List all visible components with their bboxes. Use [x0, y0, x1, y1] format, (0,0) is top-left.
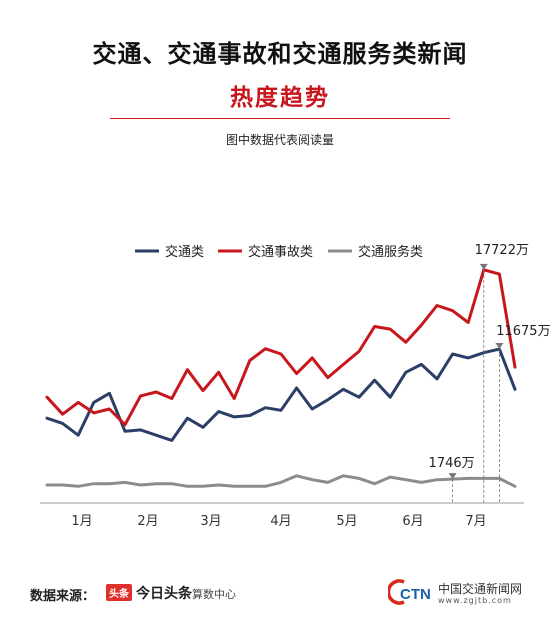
x-tick-label: 7月 — [465, 514, 486, 529]
chart-subtitle: 热度趋势 — [230, 85, 330, 111]
annotation-label: 11675万 — [496, 324, 550, 339]
x-tick-label: 2月 — [137, 514, 158, 529]
series-line — [45, 268, 517, 427]
x-tick-label: 5月 — [336, 514, 357, 529]
source-name-main: 今日头条 — [136, 586, 192, 602]
series-line — [45, 347, 517, 442]
chart-note: 图中数据代表阅读量 — [225, 133, 334, 147]
annotation-marker-icon — [448, 473, 457, 480]
logo-mark-text: CTN — [400, 586, 431, 603]
legend-label: 交通服务类 — [358, 244, 423, 260]
source-label: 数据来源： — [30, 589, 96, 604]
legend-label: 交通类 — [165, 244, 204, 260]
logo-site-name: 中国交通新闻网 — [438, 582, 523, 596]
annotation-label: 1746万 — [429, 456, 475, 471]
ctn-logo-icon: CTN — [388, 579, 431, 605]
chart-title: 交通、交通事故和交通服务类新闻 — [92, 40, 468, 68]
logo-site-url: www.zgjtb.com — [438, 596, 512, 605]
x-tick-label: 6月 — [402, 514, 423, 529]
x-tick-label: 1月 — [71, 514, 92, 529]
title-divider — [110, 118, 450, 119]
annotation-label: 17722万 — [475, 243, 529, 258]
footer: 数据来源： 头条 今日头条算数中心 CTN 中国交通新闻网 www.zgjtb.… — [0, 575, 560, 615]
ctn-logo: CTN 中国交通新闻网 www.zgjtb.com — [388, 577, 548, 611]
line-chart: 1月 2月 3月 4月 5月 6月 7月 交通类 交通事故类 交通服务类 17722万 11675万 1… — [40, 243, 551, 529]
annotation-marker-icon — [479, 263, 488, 270]
toutiao-logo-icon: 头条 — [106, 584, 132, 601]
x-tick-label: 4月 — [270, 514, 291, 529]
x-tick-label: 3月 — [200, 514, 221, 529]
annotation-marker-icon — [495, 343, 504, 350]
source-name-suffix: 算数中心 — [192, 588, 236, 601]
legend-label: 交通事故类 — [248, 244, 313, 260]
series-line — [45, 474, 517, 488]
source-name: 今日头条算数中心 — [136, 583, 236, 603]
